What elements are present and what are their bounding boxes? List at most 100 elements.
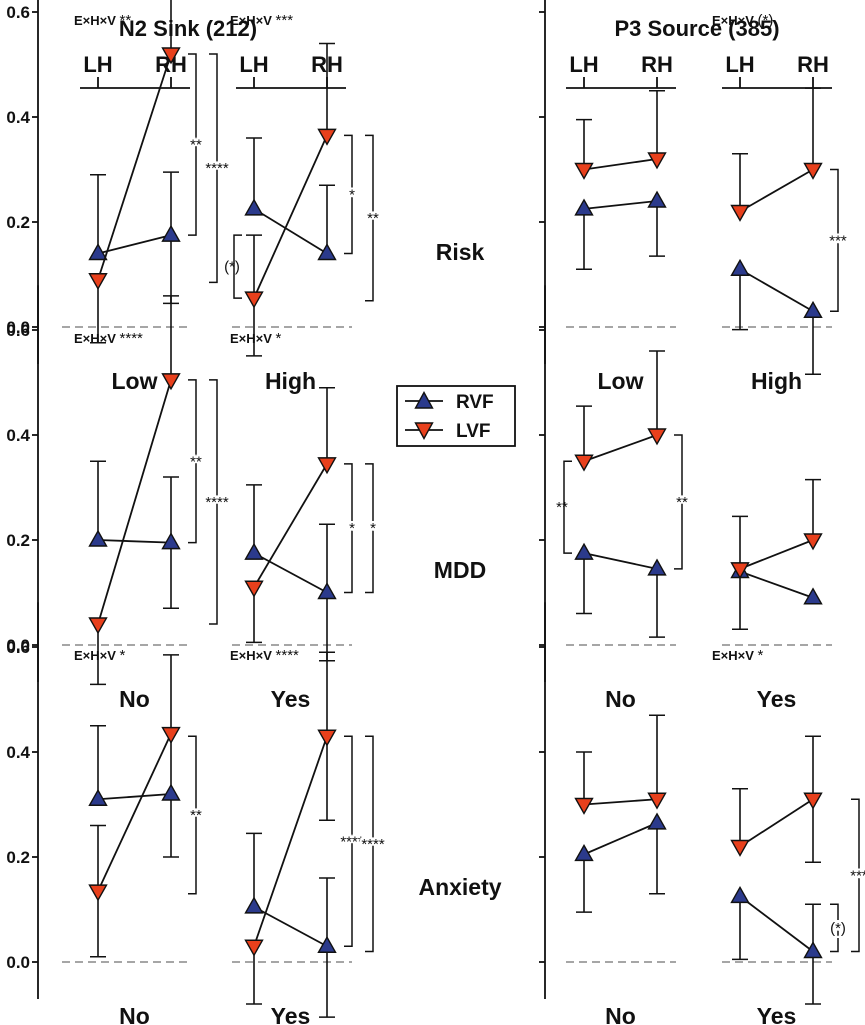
panel-risk-high: High E×H×V (*) ***	[712, 12, 849, 394]
significance-label: *	[370, 520, 376, 537]
legend-lvf-label: LVF	[456, 421, 490, 442]
interaction-sig: *	[758, 647, 764, 664]
error-bar-lower	[576, 854, 592, 913]
error-bar-upper	[732, 152, 748, 212]
category-label: Low	[112, 368, 158, 394]
series-line-lvf	[97, 733, 172, 892]
marker-rvf	[574, 542, 594, 560]
significance-label: **	[190, 453, 202, 470]
significance-bracket	[365, 735, 374, 953]
row-label: MDD	[434, 557, 486, 583]
error-bar-upper	[163, 295, 179, 380]
panel-mdd-no: NoE×H×V **********	[74, 295, 231, 712]
significance-bracket	[344, 735, 353, 947]
marker-rvf	[244, 896, 264, 914]
marker-rvf	[161, 224, 181, 242]
error-bar-upper	[576, 118, 592, 170]
series-line-lvf	[583, 158, 658, 171]
significance-bracket	[830, 168, 839, 312]
error-bar-lower	[805, 311, 821, 376]
interaction-label: E×H×V *	[230, 330, 282, 347]
series-line-rvf	[583, 822, 658, 856]
category-label: Yes	[757, 686, 797, 712]
legend-rvf-marker	[414, 391, 434, 409]
error-bar-upper	[319, 184, 335, 254]
error-bar-lower	[732, 896, 748, 961]
series-line-rvf	[739, 895, 814, 953]
marker-lvf	[803, 533, 823, 551]
hemi-header-bar	[566, 77, 676, 89]
series-line-rvf	[739, 570, 814, 599]
marker-lvf	[317, 457, 337, 475]
marker-rvf	[647, 812, 667, 830]
significance-label: *	[349, 520, 355, 537]
interaction-label: E×H×V ****	[74, 330, 143, 347]
marker-lvf	[730, 562, 750, 580]
significance-label: **	[190, 137, 202, 154]
category-label: No	[605, 1003, 636, 1025]
significance-bracket	[365, 463, 374, 594]
error-bar-upper	[90, 824, 106, 892]
hemi-label-rh: RH	[797, 52, 829, 77]
marker-lvf	[730, 204, 750, 222]
y-tick-label: 0.6	[6, 3, 30, 22]
row-label: Risk	[436, 239, 485, 265]
category-label: No	[605, 686, 636, 712]
column-title-n2-sink: N2 Sink (212)	[119, 16, 257, 41]
interaction-label: E×H×V ***	[230, 12, 293, 29]
marker-lvf	[161, 47, 181, 65]
error-bar-lower	[163, 542, 179, 610]
marker-lvf	[161, 726, 181, 745]
error-bar-lower	[649, 822, 665, 895]
marker-lvf	[244, 291, 264, 309]
error-bar-lower	[319, 946, 335, 1018]
hemi-label-lh: LH	[239, 52, 268, 77]
significance-label: ****	[205, 160, 229, 177]
series-line-lvf	[253, 463, 328, 588]
marker-lvf	[647, 152, 667, 170]
error-bar-upper	[90, 724, 106, 800]
marker-lvf	[88, 617, 108, 635]
legend-box	[396, 385, 516, 447]
significance-bracket	[209, 379, 218, 625]
significance-label: ***	[829, 232, 847, 249]
legend: RVF LVF	[396, 385, 516, 447]
category-label: Yes	[757, 1003, 797, 1025]
category-label: No	[119, 1003, 150, 1025]
marker-lvf	[574, 797, 594, 815]
error-bar-lower	[732, 571, 748, 631]
interaction-sig: **	[120, 12, 132, 29]
error-bar-upper	[163, 476, 179, 543]
interaction-label: E×H×V (*)	[712, 12, 773, 29]
interaction-sig: ****	[276, 647, 300, 664]
error-bar-upper	[649, 350, 665, 435]
marker-lvf	[730, 839, 750, 857]
y-tick-label: 0.6	[6, 638, 30, 657]
error-bar-upper	[246, 137, 262, 209]
panel-mdd-yes: Yes	[730, 478, 823, 712]
series-line-lvf	[583, 798, 658, 806]
marker-lvf	[574, 162, 594, 180]
significance-label: **	[190, 807, 202, 824]
marker-lvf	[317, 128, 337, 146]
significance-label: ****	[205, 494, 229, 511]
y-tick-label: 0.4	[6, 743, 30, 762]
y-tick-label: 0.2	[6, 213, 30, 232]
error-bar-lower	[732, 269, 748, 331]
hemi-label-lh: LH	[569, 52, 598, 77]
series-line-lvf	[97, 379, 172, 625]
significance-bracket	[830, 903, 839, 953]
marker-lvf	[88, 884, 108, 902]
category-label: Yes	[271, 1003, 311, 1025]
marker-rvf	[574, 198, 594, 216]
series-line-lvf	[739, 798, 814, 848]
series-line-lvf	[739, 539, 814, 570]
error-bar-upper	[576, 751, 592, 805]
marker-rvf	[803, 300, 823, 318]
error-bar-upper	[649, 89, 665, 159]
significance-label: ****	[340, 833, 364, 850]
